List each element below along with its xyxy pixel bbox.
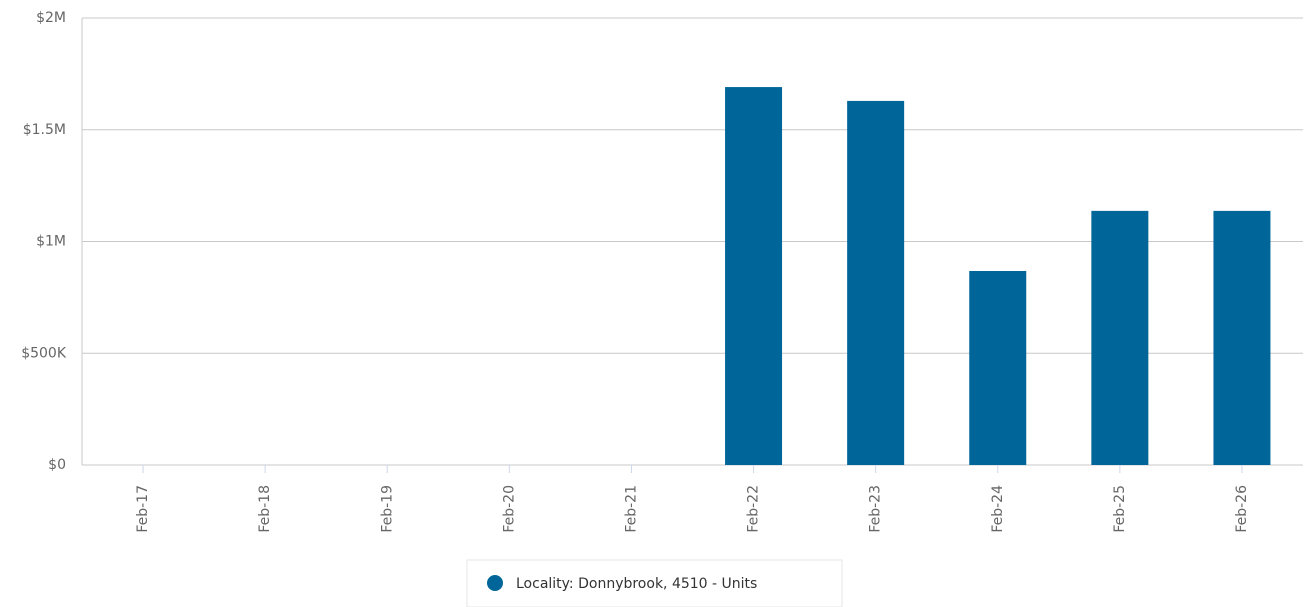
x-tick-label: Feb-19: [379, 485, 395, 533]
y-tick-label: $0: [48, 457, 66, 473]
bar: [1091, 210, 1149, 465]
bar: [847, 100, 905, 465]
x-tick-label: Feb-17: [135, 485, 151, 533]
x-tick-label: Feb-22: [746, 485, 762, 533]
y-tick-label: $1M: [36, 234, 66, 250]
y-tick-label: $2M: [36, 10, 66, 26]
legend-label: Locality: Donnybrook, 4510 - Units: [516, 576, 757, 592]
bar: [725, 87, 783, 466]
bar: [969, 271, 1027, 465]
x-tick-label: Feb-25: [1112, 485, 1128, 533]
x-tick-label: Feb-23: [868, 485, 884, 533]
x-tick-label: Feb-26: [1234, 485, 1250, 533]
legend: Locality: Donnybrook, 4510 - Units: [466, 559, 843, 607]
x-tick-label: Feb-20: [501, 485, 517, 533]
x-tick-label: Feb-24: [990, 485, 1006, 533]
x-tick-label: Feb-18: [257, 485, 273, 533]
bar: [1213, 210, 1271, 465]
legend-marker: [487, 575, 503, 591]
x-tick-label: Feb-21: [623, 485, 639, 533]
legend-box: [466, 559, 843, 607]
y-tick-label: $1.5M: [23, 122, 66, 138]
y-tick-label: $500K: [21, 345, 67, 361]
